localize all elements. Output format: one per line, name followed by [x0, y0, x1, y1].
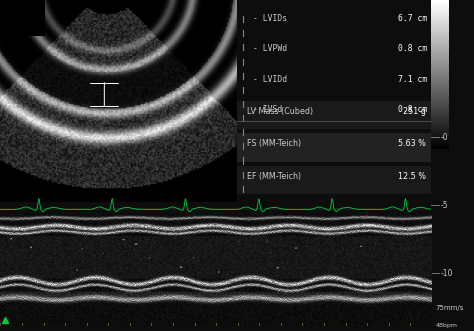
Text: 0.8 cm: 0.8 cm: [398, 44, 428, 53]
Text: 251 g: 251 g: [402, 107, 426, 116]
Text: -5: -5: [441, 201, 448, 210]
Text: - LVPWd: - LVPWd: [253, 44, 287, 53]
Text: 48bpm: 48bpm: [436, 323, 457, 328]
Text: 7.1 cm: 7.1 cm: [398, 75, 428, 84]
Text: 5.63 %: 5.63 %: [398, 139, 426, 148]
Text: -10: -10: [441, 268, 453, 278]
Text: -0: -0: [441, 133, 448, 142]
Bar: [237, 133, 431, 162]
Text: EF (MM-Teich): EF (MM-Teich): [246, 171, 301, 181]
Text: FS (MM-Teich): FS (MM-Teich): [246, 139, 301, 148]
Text: 12.5 %: 12.5 %: [398, 171, 426, 181]
Text: 0.8 cm: 0.8 cm: [398, 105, 428, 114]
Text: - IVSd: - IVSd: [253, 105, 282, 114]
Text: 75mm/s: 75mm/s: [436, 305, 464, 311]
FancyBboxPatch shape: [0, 0, 45, 36]
Bar: [237, 166, 431, 194]
Bar: [237, 101, 431, 129]
Text: 6.7 cm: 6.7 cm: [398, 14, 428, 23]
Text: - LVIDs: - LVIDs: [253, 14, 287, 23]
Text: - LVIDd: - LVIDd: [253, 75, 287, 84]
Text: LV Mass (Cubed): LV Mass (Cubed): [246, 107, 313, 116]
